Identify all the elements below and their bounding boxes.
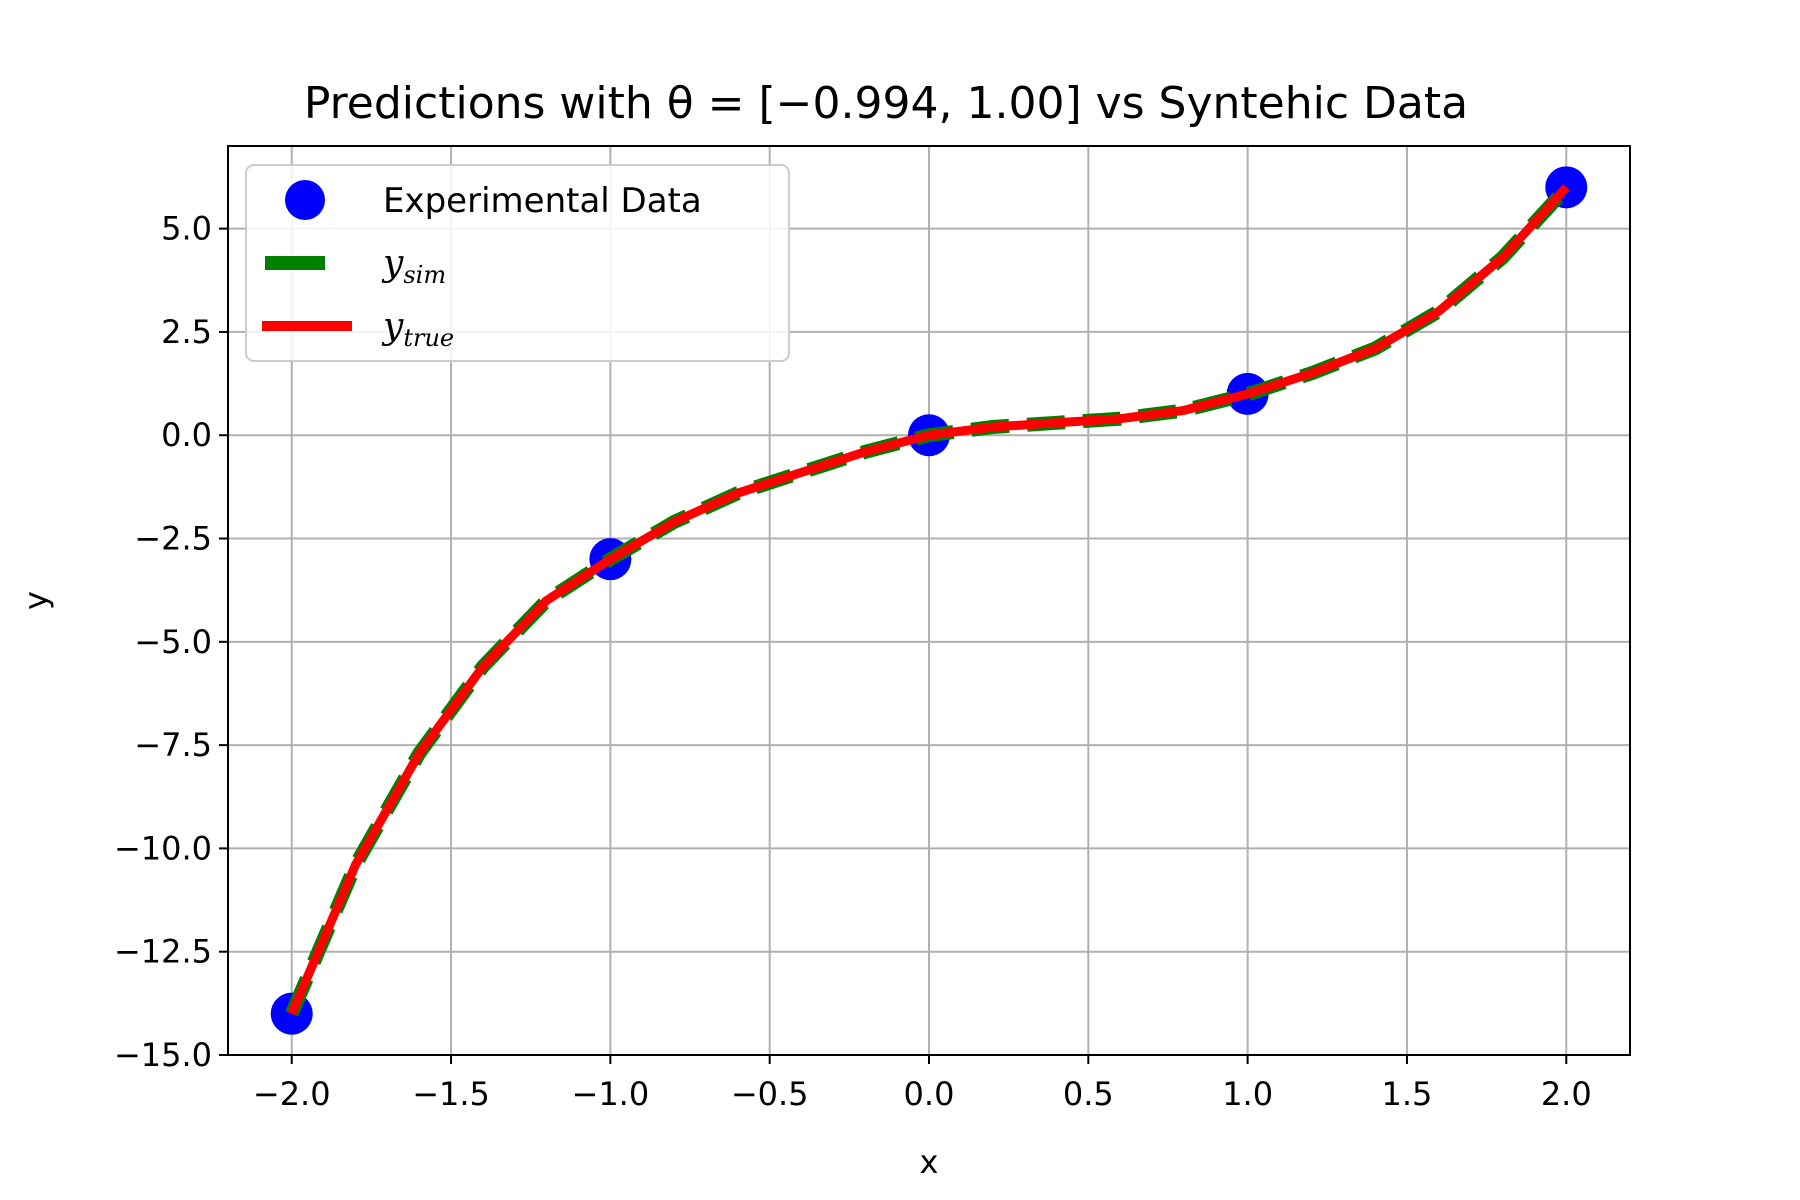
x-tick-label: 0.0	[904, 1075, 955, 1113]
y-tick-label: 0.0	[161, 416, 212, 454]
y-tick-label: 2.5	[161, 313, 212, 351]
legend-marker-experimental-data	[285, 180, 325, 220]
series-layer	[270, 166, 1588, 1035]
legend: Experimental Data ysim ytrue	[245, 164, 790, 362]
legend-label-experimental-data: Experimental Data	[383, 181, 702, 221]
legend-label-y-true-sub: true	[403, 324, 454, 352]
x-tick-label: −1.5	[412, 1075, 490, 1113]
y-tick-label: −7.5	[134, 726, 212, 764]
x-tick-label: 0.5	[1063, 1075, 1114, 1113]
legend-label-y-sim-main: y	[381, 243, 404, 284]
y-axis-label: y	[17, 591, 55, 610]
legend-label-y-true-main: y	[381, 306, 404, 347]
x-axis-label: x	[920, 1143, 939, 1181]
legend-label-y-true: ytrue	[381, 306, 454, 352]
y-tick-label: −2.5	[134, 520, 212, 558]
y-tick-label: −15.0	[114, 1036, 212, 1074]
y-axis: −15.0 −12.5 −10.0 −7.5 −5.0 −2.5 0.0 2.5 5.0	[114, 210, 228, 1074]
legend-box	[245, 164, 790, 362]
legend-label-y-sim-sub: sim	[403, 261, 446, 289]
y-true-line	[287, 184, 1570, 1016]
x-axis: −2.0 −1.5 −1.0 −0.5 0.0 0.5 1.0 1.5 2.0	[253, 1055, 1592, 1113]
y-tick-label: −10.0	[114, 829, 212, 867]
x-tick-label: 1.5	[1382, 1075, 1433, 1113]
legend-label-y-sim: ysim	[381, 243, 446, 289]
y-tick-label: −12.5	[114, 933, 212, 971]
x-tick-label: −0.5	[731, 1075, 809, 1113]
chart-title: Predictions with θ = [−0.994, 1.00] vs S…	[304, 78, 1468, 129]
x-tick-label: −2.0	[253, 1075, 331, 1113]
y-tick-label: 5.0	[161, 210, 212, 248]
x-tick-label: −1.0	[572, 1075, 650, 1113]
y-tick-label: −5.0	[134, 623, 212, 661]
x-tick-label: 1.0	[1222, 1075, 1273, 1113]
x-tick-label: 2.0	[1541, 1075, 1592, 1113]
